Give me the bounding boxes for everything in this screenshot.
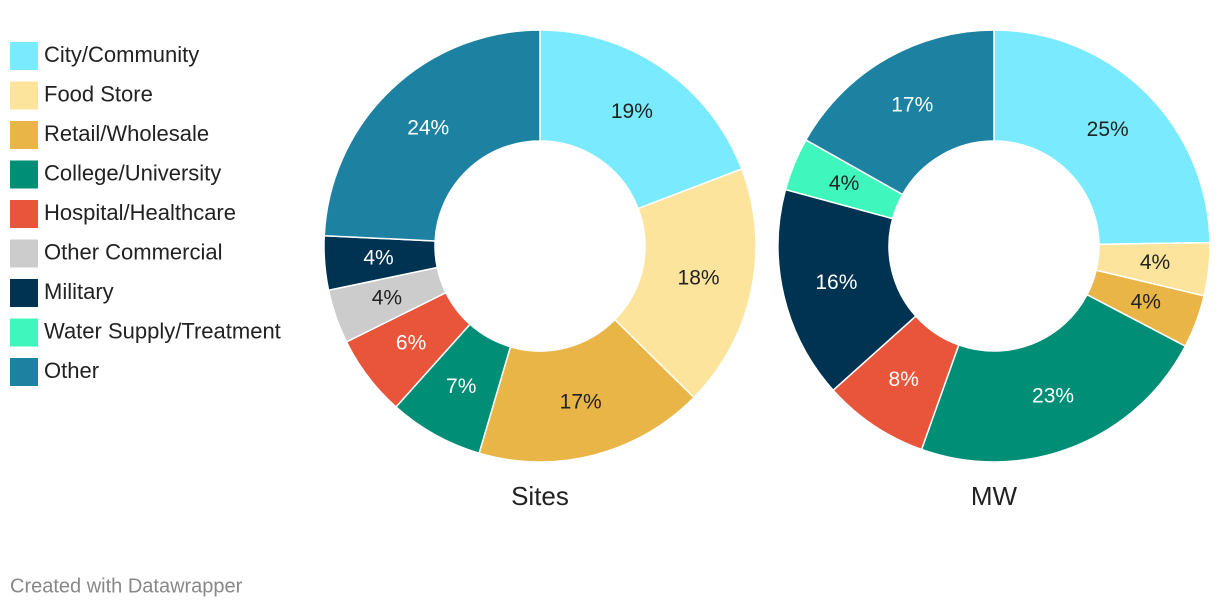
legend-swatch bbox=[10, 81, 38, 110]
value-label: 6% bbox=[396, 332, 426, 355]
chart-title: Sites bbox=[511, 481, 569, 511]
slice bbox=[920, 293, 1187, 463]
legend-swatch bbox=[10, 239, 38, 268]
legend-label: Hospital/Healthcare bbox=[44, 200, 236, 225]
value-label: 24% bbox=[407, 116, 449, 139]
legend-swatch bbox=[10, 318, 38, 347]
legend-swatch bbox=[10, 160, 38, 189]
value-label: 4% bbox=[372, 287, 402, 310]
slice bbox=[804, 29, 995, 196]
legend-swatch bbox=[10, 358, 38, 386]
legend-label: Other Commercial bbox=[44, 239, 222, 264]
value-label: 19% bbox=[611, 100, 653, 123]
value-label: 18% bbox=[678, 267, 720, 290]
value-label: 4% bbox=[1131, 290, 1161, 313]
value-label: 4% bbox=[1140, 251, 1170, 274]
legend-swatch bbox=[10, 42, 38, 70]
value-label: 23% bbox=[1032, 384, 1074, 407]
value-label: 16% bbox=[815, 271, 857, 294]
value-label: 4% bbox=[363, 246, 393, 269]
chart-title: MW bbox=[971, 481, 1018, 511]
legend-label: Water Supply/Treatment bbox=[44, 318, 281, 343]
value-label: 17% bbox=[891, 94, 933, 117]
value-label: 7% bbox=[446, 375, 476, 398]
value-label: 4% bbox=[829, 172, 859, 195]
legend-label: Other bbox=[44, 358, 99, 383]
legend-label: College/University bbox=[44, 160, 221, 185]
legend-label: Military bbox=[44, 279, 114, 304]
legend-label: City/Community bbox=[44, 42, 199, 67]
value-label: 17% bbox=[560, 390, 602, 413]
slice bbox=[478, 318, 696, 463]
legend-swatch bbox=[10, 279, 38, 307]
value-label: 25% bbox=[1087, 118, 1129, 141]
legend-swatch bbox=[10, 200, 38, 228]
slice bbox=[993, 29, 1211, 246]
slice bbox=[323, 29, 541, 242]
slice bbox=[777, 188, 917, 392]
legend-swatch bbox=[10, 121, 38, 149]
footer: Created with Datawrapper bbox=[10, 575, 243, 597]
legend-label: Retail/Wholesale bbox=[44, 121, 209, 146]
value-label: 8% bbox=[889, 368, 919, 391]
legend-label: Food Store bbox=[44, 81, 153, 106]
slice bbox=[613, 167, 757, 399]
slice bbox=[539, 29, 743, 210]
